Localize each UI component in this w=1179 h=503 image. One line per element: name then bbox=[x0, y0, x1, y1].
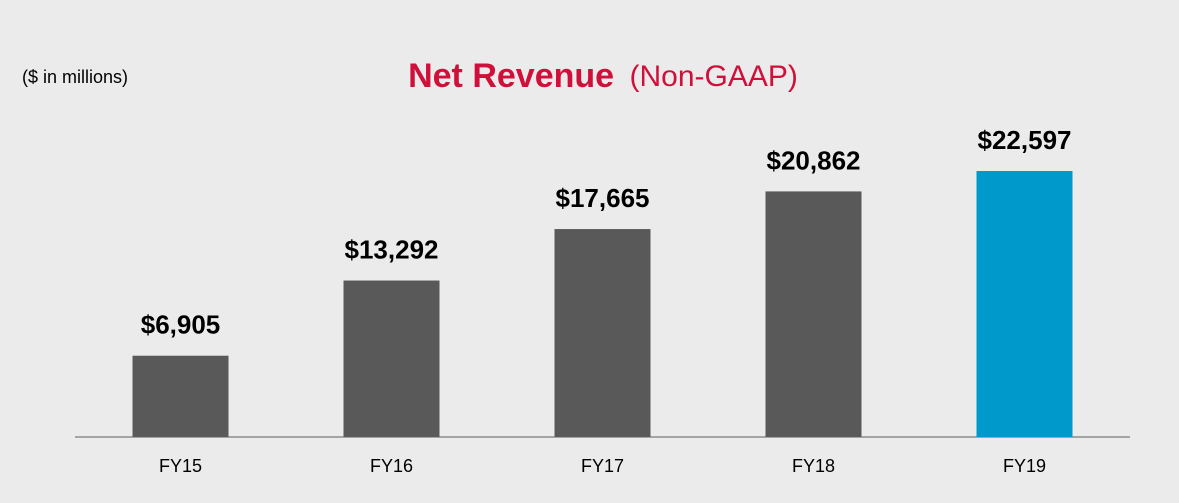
bar bbox=[976, 171, 1073, 437]
value-label: $20,862 bbox=[767, 145, 861, 175]
bar bbox=[132, 355, 229, 437]
x-tick-label: FY19 bbox=[1003, 456, 1046, 476]
bar bbox=[765, 191, 862, 437]
bar bbox=[554, 229, 651, 437]
value-label: $22,597 bbox=[978, 125, 1072, 155]
x-tick-label: FY17 bbox=[581, 456, 624, 476]
x-tick-label: FY18 bbox=[792, 456, 835, 476]
title-main: Net Revenue bbox=[408, 57, 614, 95]
title-note: (Non-GAAP) bbox=[630, 60, 798, 93]
x-tick-label: FY15 bbox=[159, 456, 202, 476]
x-tick-label: FY16 bbox=[370, 456, 413, 476]
value-label: $17,665 bbox=[556, 183, 650, 213]
chart-subtitle: ($ in millions) bbox=[22, 67, 128, 87]
value-label: $6,905 bbox=[141, 310, 221, 340]
chart-title: Net Revenue (Non-GAAP) bbox=[408, 57, 798, 95]
value-label: $13,292 bbox=[345, 234, 439, 264]
bar bbox=[343, 280, 440, 437]
